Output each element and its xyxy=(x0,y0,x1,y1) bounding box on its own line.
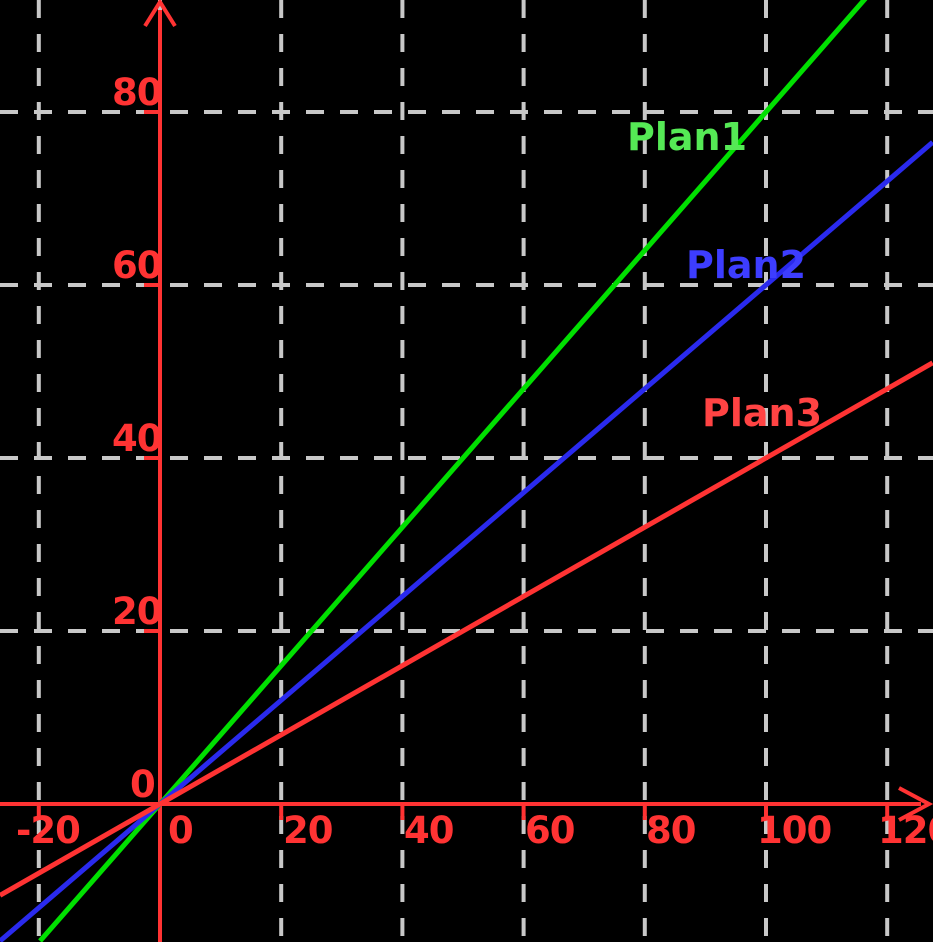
series-label-plan2: Plan2 xyxy=(686,243,807,287)
x-tick-label-0: 0 xyxy=(168,809,194,852)
x-tick-label-40: 40 xyxy=(404,809,454,852)
x-tick-label-120: 120 xyxy=(878,809,933,852)
x-tick-label-minus20: -20 xyxy=(16,809,81,852)
x-tick-label-80: 80 xyxy=(646,809,696,852)
x-tick-label-100: 100 xyxy=(757,809,832,852)
y-tick-label-60: 60 xyxy=(112,244,162,287)
series-label-plan1: Plan1 xyxy=(627,115,748,159)
y-tick-label-40: 40 xyxy=(112,417,162,460)
x-axis-arrow-icon xyxy=(898,786,933,822)
x-tick-label-60: 60 xyxy=(525,809,575,852)
axis-ticks xyxy=(36,110,890,820)
y-tick-label-80: 80 xyxy=(112,71,162,114)
series-line-plan1 xyxy=(38,0,868,942)
y-tick-label-20: 20 xyxy=(112,590,162,633)
series-label-plan3: Plan3 xyxy=(702,391,823,435)
y-tick-label-0: 0 xyxy=(130,763,156,806)
x-tick-label-20: 20 xyxy=(283,809,333,852)
y-axis-arrow-icon xyxy=(143,0,177,28)
series-line-plan3 xyxy=(0,360,933,898)
